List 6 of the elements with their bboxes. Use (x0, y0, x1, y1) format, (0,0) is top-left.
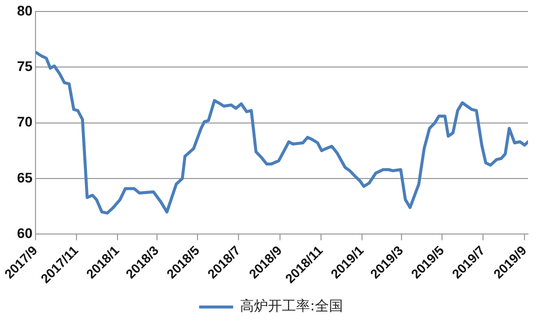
y-tick-label: 65 (16, 169, 33, 186)
legend-label: 高炉开工率:全国 (240, 298, 343, 315)
y-tick-label: 60 (16, 225, 33, 242)
y-tick-label: 75 (16, 58, 33, 74)
y-tick-label: 70 (16, 114, 33, 130)
y-tick-label: 80 (16, 2, 33, 18)
